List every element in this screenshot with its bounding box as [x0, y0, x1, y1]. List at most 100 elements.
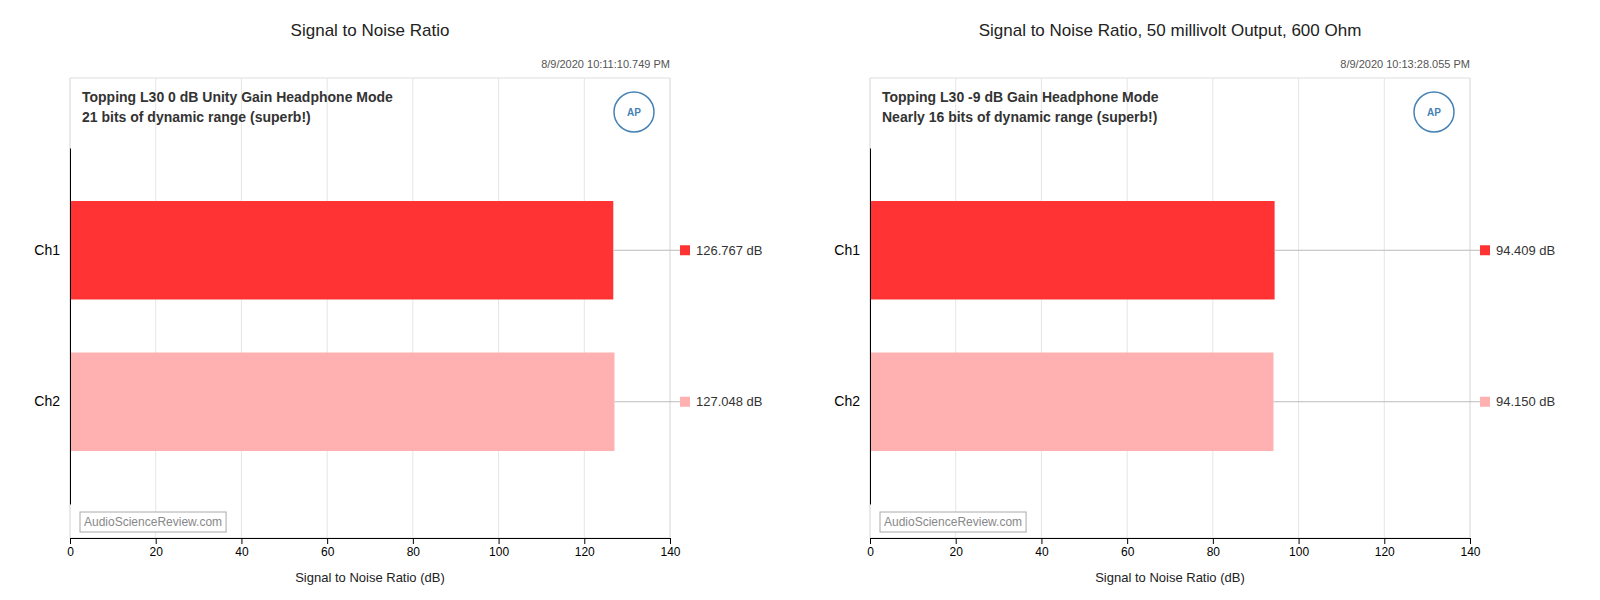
- tick: 120: [1375, 538, 1395, 559]
- grid-line: [70, 78, 71, 538]
- annotation: 21 bits of dynamic range (superb!): [82, 109, 311, 125]
- tick: 60: [1121, 538, 1135, 559]
- grid-line: [870, 78, 871, 538]
- tick-mark: [1299, 538, 1300, 544]
- watermark-box: [880, 512, 1026, 532]
- tick-label: 100: [1289, 545, 1309, 559]
- grid: [70, 78, 670, 538]
- tick-label: 20: [950, 545, 964, 559]
- watermark: AudioScienceReview.com: [80, 512, 226, 532]
- annotation: Topping L30 -9 dB Gain Headphone Mode: [882, 89, 1159, 105]
- tick-label: 60: [1121, 545, 1135, 559]
- tick: Ch1: [34, 242, 70, 258]
- axis-line: [70, 149, 71, 505]
- grid-line: [155, 78, 156, 538]
- grid-line: [584, 78, 585, 538]
- tick: 0: [867, 538, 874, 559]
- axis-line: [871, 539, 1471, 545]
- tick-label: 100: [489, 545, 509, 559]
- title: Signal to Noise Ratio, 50 millivolt Outp…: [979, 21, 1362, 40]
- tick-label: 140: [1460, 545, 1480, 559]
- tick-mark: [584, 538, 585, 544]
- tick-label: Ch2: [34, 393, 60, 409]
- tick-mark: [1213, 538, 1214, 544]
- grid-line: [1041, 78, 1042, 538]
- tick-mark: [956, 538, 957, 544]
- grid-line: [1127, 78, 1128, 538]
- annotation: Nearly 16 bits of dynamic range (superb!…: [882, 109, 1157, 125]
- connector: [1275, 250, 1480, 251]
- axis-line: [71, 539, 671, 545]
- timestamp: 8/9/2020 10:11:10.749 PM: [541, 58, 670, 70]
- logo: AP: [1414, 92, 1454, 132]
- tick: 100: [1289, 538, 1309, 559]
- logo-circle: [1414, 92, 1454, 132]
- tick: Ch2: [834, 393, 870, 409]
- tick: Ch2: [34, 393, 70, 409]
- y-axis: Ch1 Ch2: [834, 149, 870, 505]
- tick-label: 60: [321, 545, 335, 559]
- y-axis: Ch1 Ch2: [34, 149, 70, 505]
- bar: [870, 353, 1274, 451]
- tick-label: 0: [67, 545, 74, 559]
- grid-line: [1212, 78, 1213, 538]
- bar: [70, 201, 613, 299]
- tick-label: Ch2: [834, 393, 860, 409]
- tick: 80: [1207, 538, 1221, 559]
- annotation: Topping L30 0 dB Unity Gain Headphone Mo…: [82, 89, 393, 105]
- label-marker: [1480, 245, 1490, 255]
- panel: 0 20 40 60 80 100 120 140 Ch1 Ch2 126.767 dB127.04…: [34, 21, 762, 585]
- tick-label: 120: [575, 545, 595, 559]
- watermark-text: AudioScienceReview.com: [884, 515, 1022, 529]
- tick: 100: [489, 538, 509, 559]
- data-label: 94.409 dB: [1496, 243, 1555, 258]
- title: Signal to Noise Ratio: [291, 21, 450, 40]
- tick-label: 0: [867, 545, 874, 559]
- tick: 80: [407, 538, 421, 559]
- tick-label: 40: [235, 545, 249, 559]
- grid-line: [1470, 78, 1471, 538]
- label-marker: [680, 245, 690, 255]
- tick: Ch1: [834, 242, 870, 258]
- x-axis-title: Signal to Noise Ratio (dB): [1095, 570, 1245, 585]
- x-axis: 0 20 40 60 80 100 120 140: [67, 538, 681, 559]
- data-label: 94.150 dB: [1496, 394, 1555, 409]
- tick-mark: [1384, 538, 1385, 544]
- tick-label: 120: [1375, 545, 1395, 559]
- connector: [613, 250, 680, 251]
- connector: [614, 401, 680, 402]
- timestamp: 8/9/2020 10:13:28.055 PM: [1340, 58, 1470, 70]
- tick-label: 80: [1207, 545, 1221, 559]
- tick: 20: [950, 538, 964, 559]
- data-labels: 94.409 dB 94.150 dB: [1274, 243, 1556, 409]
- label-marker: [1480, 397, 1490, 407]
- tick-mark: [1041, 538, 1042, 544]
- x-axis-title: Signal to Noise Ratio (dB): [295, 570, 445, 585]
- tick: 140: [1460, 538, 1480, 559]
- data-label: 126.767 dB: [696, 243, 763, 258]
- tick-mark: [413, 538, 414, 544]
- label-marker: [680, 397, 690, 407]
- watermark-text: AudioScienceReview.com: [84, 515, 222, 529]
- logo-text: AP: [1427, 107, 1441, 118]
- watermark-box: [80, 512, 226, 532]
- tick: 60: [321, 538, 335, 559]
- tick: 140: [660, 538, 680, 559]
- grid-line: [670, 78, 671, 538]
- bar: [70, 353, 614, 451]
- tick-mark: [156, 538, 157, 544]
- logo: AP: [614, 92, 654, 132]
- grid: [870, 78, 1470, 538]
- bars: [870, 201, 1275, 451]
- grid-line: [955, 78, 956, 538]
- data-labels: 126.767 dB127.048 dB: [613, 243, 762, 409]
- chart-root: 0 20 40 60 80 100 120 140 Ch1 Ch2 126.767 dB127.04…: [0, 0, 1600, 600]
- tick: 20: [150, 538, 164, 559]
- tick-mark: [1470, 538, 1471, 544]
- tick-mark: [241, 538, 242, 544]
- tick-mark: [870, 538, 871, 544]
- tick: 120: [575, 538, 595, 559]
- tick-label: Ch1: [34, 242, 60, 258]
- tick: 40: [235, 538, 249, 559]
- plot-area: [870, 78, 1470, 538]
